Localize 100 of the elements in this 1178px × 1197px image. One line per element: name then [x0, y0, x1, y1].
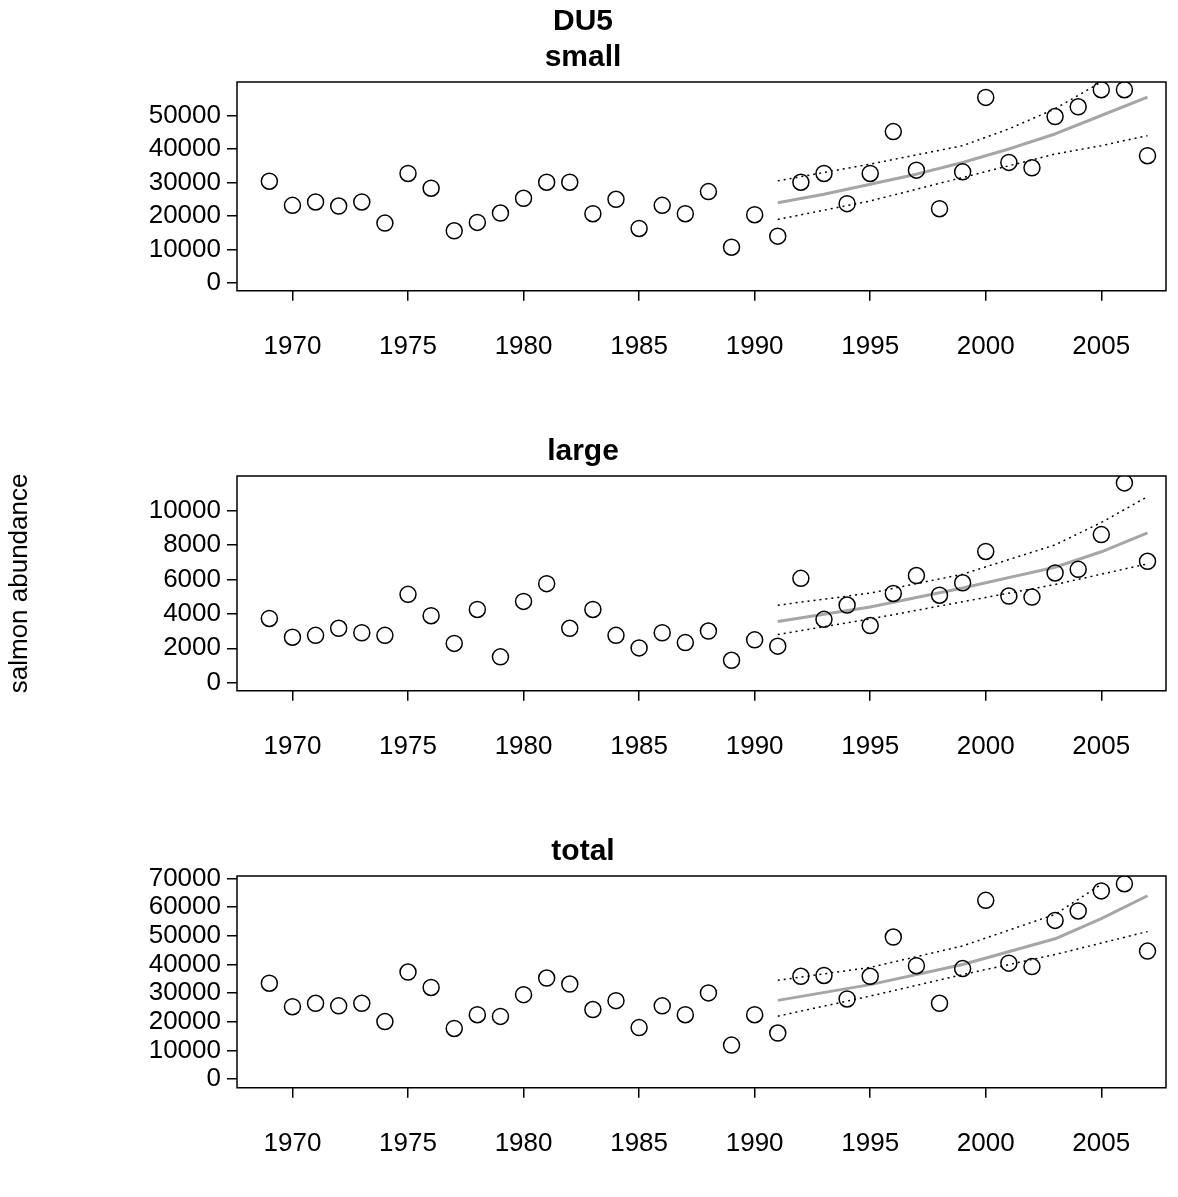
point	[376, 214, 394, 232]
point	[468, 1005, 487, 1024]
chart-title: DU5	[552, 3, 614, 37]
point	[260, 974, 279, 992]
point	[769, 637, 787, 655]
point	[930, 586, 949, 604]
y-tick-label: 30000	[148, 976, 221, 1007]
point	[561, 619, 579, 638]
y-tick-label: 0	[206, 1062, 221, 1093]
point	[1046, 564, 1064, 582]
chart-title: total	[551, 833, 615, 867]
y-tick-label: 40000	[148, 947, 221, 978]
point	[1023, 588, 1041, 606]
x-tick-label: 1970	[263, 329, 322, 360]
point	[815, 164, 833, 183]
point	[260, 609, 279, 628]
x-tick-label: 1975	[379, 1126, 437, 1157]
point	[376, 626, 394, 645]
x-tick-label: 1990	[725, 329, 784, 360]
point	[445, 634, 463, 653]
point	[907, 956, 926, 975]
point	[329, 997, 348, 1015]
x-tick-label: 1980	[494, 329, 553, 360]
x-tick-label: 1985	[610, 329, 669, 360]
y-tick-label: 6000	[163, 562, 221, 593]
point	[815, 966, 833, 985]
point	[769, 1024, 787, 1042]
line-series	[777, 930, 1149, 1017]
point	[537, 173, 556, 191]
point	[1092, 882, 1111, 900]
point	[1069, 98, 1087, 116]
x-tick-label: 1980	[494, 729, 553, 760]
x-tick-label: 1990	[725, 1126, 784, 1157]
point	[699, 182, 718, 201]
y-tick-label: 0	[206, 665, 221, 696]
point	[1138, 552, 1157, 571]
point	[1092, 82, 1111, 99]
point	[399, 585, 417, 604]
point	[1023, 159, 1041, 177]
x-tick-label: 2000	[956, 1126, 1015, 1157]
x-tick-label: 1975	[379, 729, 437, 760]
point	[468, 213, 487, 232]
point	[353, 193, 371, 211]
y-tick-label: 2000	[163, 631, 221, 662]
point	[283, 628, 302, 646]
x-tick-label: 2000	[956, 729, 1015, 760]
point	[699, 622, 718, 640]
point	[537, 969, 556, 987]
point	[1000, 153, 1018, 172]
y-tick-label: 4000	[163, 596, 221, 627]
x-tick-label: 1985	[610, 729, 669, 760]
point	[930, 994, 949, 1012]
chart-title: large	[547, 433, 619, 467]
y-tick-label: 20000	[148, 1005, 221, 1036]
point	[630, 639, 648, 657]
point	[1115, 476, 1134, 492]
point	[445, 1019, 463, 1038]
point	[907, 161, 926, 179]
x-tick-label: 1980	[494, 1126, 553, 1157]
point	[329, 197, 348, 215]
point	[1138, 146, 1157, 165]
point	[1069, 902, 1087, 920]
point	[838, 596, 856, 614]
point	[353, 994, 371, 1012]
point	[722, 651, 741, 670]
point	[722, 238, 741, 256]
point	[745, 631, 764, 649]
point	[1046, 911, 1064, 930]
point	[514, 985, 533, 1004]
point	[861, 616, 879, 635]
x-tick-label: 2005	[1072, 729, 1131, 760]
x-tick-label: 1970	[263, 729, 322, 760]
point	[653, 196, 671, 215]
point	[584, 1000, 602, 1019]
y-tick-label: 50000	[148, 98, 221, 129]
point	[1092, 525, 1111, 544]
point	[399, 963, 417, 981]
point	[1000, 954, 1018, 972]
y-tick-label: 50000	[148, 919, 221, 950]
point	[676, 1005, 695, 1024]
x-tick-label: 2005	[1072, 329, 1131, 360]
point	[838, 990, 856, 1008]
x-tick-label: 2000	[956, 329, 1015, 360]
point	[1138, 942, 1157, 960]
x-tick-label: 1975	[379, 329, 437, 360]
point	[422, 606, 440, 625]
point	[884, 928, 903, 946]
point	[699, 984, 718, 1002]
point	[953, 163, 972, 181]
point	[861, 164, 879, 183]
point	[491, 204, 510, 222]
x-tick-label: 1995	[841, 1126, 900, 1157]
y-axis-title: salmon abundance	[2, 473, 33, 694]
point	[1115, 82, 1134, 99]
point	[653, 624, 671, 642]
point	[561, 975, 579, 993]
point	[930, 199, 949, 218]
point	[607, 626, 625, 645]
point	[630, 1018, 648, 1037]
point	[283, 997, 302, 1016]
